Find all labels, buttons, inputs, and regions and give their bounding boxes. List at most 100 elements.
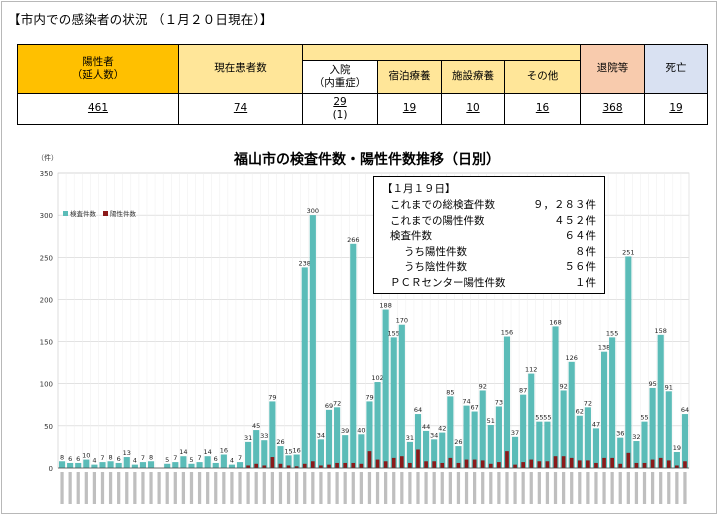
x-tick-label: [157, 472, 161, 504]
x-tick-label: [327, 472, 331, 504]
tests-bar: [617, 437, 624, 468]
x-tick-label: [68, 472, 72, 504]
positives-bar: [634, 462, 639, 468]
x-tick-label: [650, 472, 655, 504]
x-tick-label: [286, 472, 291, 504]
tests-bar: [58, 461, 66, 468]
tests-bar: [374, 382, 381, 468]
positives-bar: [618, 463, 623, 468]
x-tick-label: [230, 472, 234, 504]
data-label: 5: [165, 456, 169, 464]
data-label: 13: [123, 449, 131, 457]
data-label: 7: [238, 454, 242, 462]
tests-bar: [503, 336, 511, 468]
positives-bar: [448, 457, 453, 468]
tests-bar: [107, 461, 114, 468]
x-tick-label: [214, 472, 218, 504]
positives-bar: [399, 456, 404, 468]
data-label: 40: [357, 426, 365, 434]
data-label: 126: [565, 354, 577, 362]
data-label: 62: [576, 408, 584, 416]
x-tick-label: [448, 472, 452, 504]
info-box-row: これまでの総検査件数 ９，２８３件: [390, 197, 596, 212]
data-label: 92: [479, 382, 487, 390]
x-tick-label: [586, 472, 590, 504]
tests-bar: [520, 394, 527, 468]
x-tick-label: [125, 472, 129, 504]
data-label: 4: [133, 457, 137, 465]
positives-bar: [327, 464, 331, 468]
data-label: 6: [117, 455, 121, 463]
x-tick-label: [173, 472, 177, 504]
positives-bar: [569, 457, 574, 468]
data-label: 5: [189, 456, 193, 464]
chart-title: 福山市の検査件数・陽性件数推移（日別）: [234, 152, 500, 168]
info-box-row-value: ８件: [575, 245, 596, 258]
x-tick-label: [400, 472, 404, 504]
legend-label-tests: 検査件数: [70, 209, 97, 218]
tests-bar: [67, 462, 74, 468]
tests-bar: [592, 428, 600, 468]
x-tick-label: [238, 472, 242, 504]
legend-swatch-tests: [63, 211, 68, 216]
data-label: 156: [501, 329, 513, 337]
tests-bar: [447, 396, 454, 468]
positives-bar: [586, 460, 590, 468]
positives-bar: [367, 451, 372, 468]
info-box-row-value: １件: [575, 276, 596, 289]
tests-bar: [665, 391, 672, 468]
x-tick-label: [594, 472, 598, 504]
x-tick-label: [141, 472, 145, 504]
x-tick-label: [392, 472, 396, 504]
tests-bar: [245, 441, 252, 468]
y-tick-label: 350: [40, 170, 53, 178]
positive-value: 461: [17, 93, 179, 125]
positives-bar: [254, 463, 259, 468]
x-tick-label: [384, 472, 388, 504]
x-tick-label: [529, 472, 533, 504]
x-tick-label: [675, 472, 679, 504]
tests-bar: [147, 461, 155, 468]
x-tick-label: [667, 472, 671, 504]
tests-bar: [139, 462, 147, 468]
data-label: 69: [325, 402, 333, 410]
tests-bar: [487, 425, 494, 468]
x-tick-label: [659, 472, 663, 504]
x-tick-label: [311, 472, 315, 504]
positives-bar: [650, 459, 655, 468]
tests-bar: [253, 430, 260, 468]
positives-bar: [286, 465, 291, 468]
positives-bar: [464, 459, 469, 468]
positives-bar: [246, 465, 250, 468]
tests-bar: [423, 430, 430, 468]
legend-swatch-positives: [103, 211, 108, 216]
tests-bar: [317, 439, 324, 468]
tests-bar: [633, 441, 640, 468]
x-tick-label: [367, 472, 372, 504]
data-label: 8: [149, 453, 153, 461]
positives-bar: [383, 461, 388, 468]
data-label: 51: [487, 417, 495, 425]
data-label: 251: [622, 248, 634, 256]
data-label: 155: [388, 329, 400, 337]
positives-bar: [529, 459, 534, 468]
tests-bar: [204, 456, 211, 468]
positives-bar: [658, 457, 663, 468]
tests-bar: [657, 334, 664, 468]
data-label: 266: [347, 236, 359, 244]
positives-bar: [278, 463, 283, 468]
x-tick-label: [456, 472, 461, 504]
data-label: 16: [293, 447, 301, 455]
tests-bar: [609, 337, 616, 468]
x-tick-label: [473, 472, 477, 504]
x-tick-label: [254, 472, 258, 504]
page-title: 【市内での感染者の状況 （１月２０日現在）】: [8, 12, 273, 27]
data-label: 85: [446, 388, 454, 396]
data-label: 300: [307, 207, 319, 215]
data-label: 138: [598, 344, 610, 352]
tests-bar: [334, 407, 341, 468]
x-tick-label: [206, 472, 210, 504]
data-label: 64: [681, 406, 689, 414]
positives-bar: [537, 461, 542, 468]
data-label: 79: [365, 393, 373, 401]
